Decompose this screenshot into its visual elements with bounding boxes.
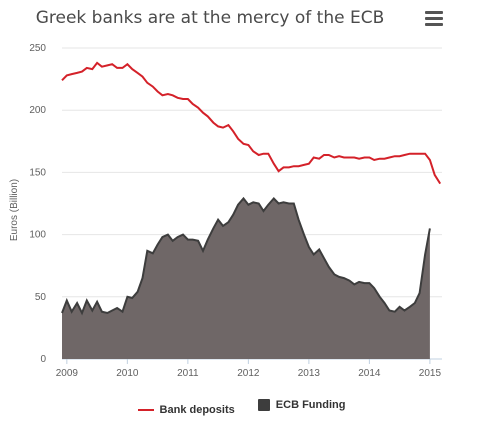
x-tick-label: 2015 <box>419 368 442 379</box>
legend-label-bank-deposits: Bank deposits <box>159 404 235 416</box>
legend: Bank deposits ECB Funding <box>0 399 483 416</box>
x-tick-label: 2011 <box>177 368 199 379</box>
x-tick-label: 2013 <box>298 368 321 379</box>
y-axis-label: Euros (Billion) <box>9 179 20 241</box>
y-tick-label: 50 <box>35 292 47 303</box>
y-tick-label: 0 <box>40 354 46 365</box>
legend-box-swatch <box>257 399 270 411</box>
ecb-funding-area <box>62 198 430 359</box>
bank-deposits-line <box>61 61 442 185</box>
series-layer <box>61 61 442 359</box>
y-tick-label: 150 <box>29 167 46 178</box>
legend-label-ecb-funding: ECB Funding <box>275 399 346 411</box>
y-tick-label: 100 <box>29 230 46 241</box>
y-axis-ticks: 0 50 100 150 200 250 <box>29 43 46 365</box>
legend-item-bank-deposits[interactable]: Bank deposits <box>137 404 235 416</box>
x-axis: 2009 2010 2011 2012 2013 2014 2015 <box>56 358 442 379</box>
legend-line-swatch <box>137 409 154 411</box>
x-tick-label: 2010 <box>116 368 139 379</box>
chart-menu-button[interactable] <box>425 11 443 27</box>
x-tick-label: 2009 <box>56 368 79 379</box>
hamburger-icon <box>425 11 443 26</box>
ecb-funding-line <box>61 196 431 316</box>
y-tick-label: 250 <box>29 43 46 54</box>
chart-title: Greek banks are at the mercy of the ECB <box>35 8 385 28</box>
x-tick-label: 2014 <box>358 368 381 379</box>
legend-item-ecb-funding[interactable]: ECB Funding <box>257 399 346 411</box>
y-tick-label: 200 <box>29 105 46 116</box>
x-tick-label: 2012 <box>237 368 260 379</box>
